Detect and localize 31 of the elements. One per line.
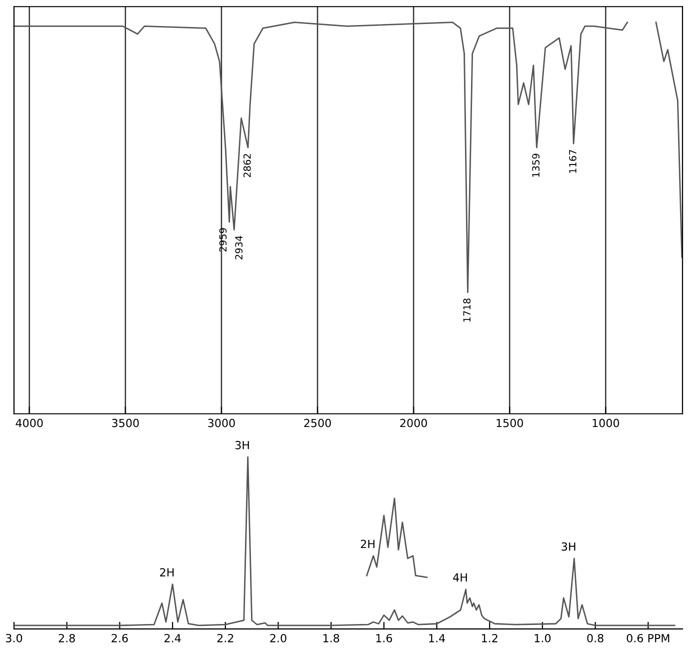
x-tick-label: 0.6 PPM xyxy=(626,634,670,642)
annotation: 3H xyxy=(235,440,249,450)
x-tick-label: 0.8 xyxy=(587,634,604,642)
annotation: 1167 xyxy=(569,150,576,173)
annotation: 2H xyxy=(360,540,374,548)
x-tick-label: 1.0 xyxy=(534,634,551,642)
x-tick-label: 3500 xyxy=(112,418,139,428)
x-tick-label: 2.6 xyxy=(112,634,128,642)
x-tick-label: 3.0 xyxy=(6,634,22,642)
annotation: 1718 xyxy=(463,298,471,322)
x-tick-label: 2.2 xyxy=(217,634,234,642)
annotation: 2934 xyxy=(235,236,243,260)
annotation: 2862 xyxy=(243,154,251,178)
x-tick-label: 2000 xyxy=(400,418,427,428)
x-tick-label: 1500 xyxy=(496,418,524,428)
annotation: 4H xyxy=(453,573,467,582)
annotation: 1359 xyxy=(532,154,540,177)
x-tick-label: 4000 xyxy=(16,418,43,428)
x-tick-label: 2500 xyxy=(304,418,331,428)
x-tick-label: 1000 xyxy=(592,418,620,428)
x-tick-label: 3000 xyxy=(208,418,235,428)
annotation: 3H xyxy=(562,542,576,551)
x-tick-label: 2.0 xyxy=(270,634,286,642)
annotation: 2H xyxy=(160,568,174,576)
x-tick-label: 2.4 xyxy=(164,634,181,642)
x-tick-label: 2.8 xyxy=(58,634,75,642)
annotation: 2959 xyxy=(219,228,227,252)
x-tick-label: 1.8 xyxy=(323,634,340,642)
x-tick-label: 1.4 xyxy=(429,634,445,642)
x-tick-label: 1.2 xyxy=(482,634,498,642)
x-tick-label: 1.6 xyxy=(376,634,392,642)
